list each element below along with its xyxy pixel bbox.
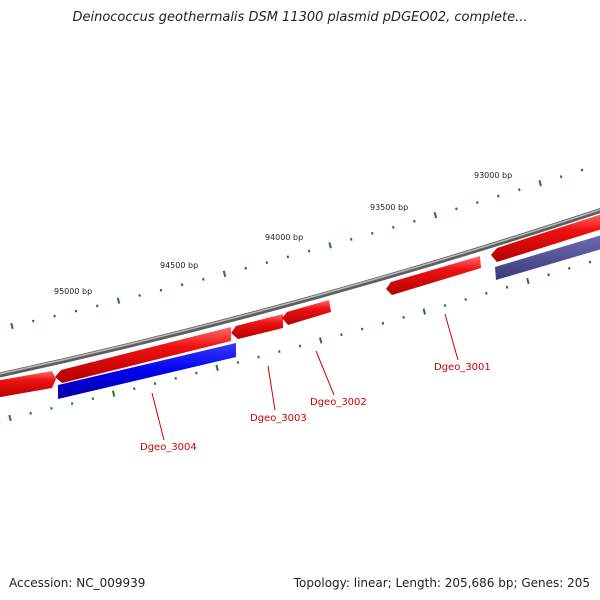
gene-label-dgeo-3001[interactable]: Dgeo_3001 [434,362,491,373]
backbone-line [0,208,600,378]
gene-label-dgeo-3002[interactable]: Dgeo_3002 [310,397,367,408]
outer-track-minor-tick [159,288,163,292]
gene-arrow-dgeo-3004[interactable] [58,343,236,399]
gene-arrow-dgeo-3001[interactable] [386,256,481,295]
gene-labels [151,313,459,441]
outer-track-minor-tick [497,194,500,198]
outer-track-minor-tick [95,304,99,308]
inner-track-major-tick [111,390,116,397]
inner-track-minor-tick [360,327,364,331]
outer-track-minor-tick [265,261,269,265]
outer-track-minor-tick [559,175,563,179]
outer-track-major-tick [328,242,332,249]
gene-arrow-left-edge[interactable] [0,371,56,398]
gene-arrow-dgeo-3002[interactable] [282,300,331,325]
inner-track-minor-tick [257,355,260,359]
inner-track-major-tick [215,364,219,371]
outer-track-minor-tick [518,188,521,192]
reverse-genes [58,234,600,399]
leader-dgeo-3003 [267,365,276,411]
inner-track-minor-tick [195,371,198,375]
outer-track-minor-tick [580,168,584,172]
gene-arrow-dgeo-3003[interactable] [231,314,283,339]
inner-tick-track [8,260,592,422]
inner-track-major-tick [8,414,12,422]
inner-track-minor-tick [485,291,488,295]
inner-track-minor-tick [402,315,405,319]
outer-track-major-tick [538,180,542,187]
inner-track-minor-tick [588,260,592,264]
inner-track-minor-tick [50,406,53,410]
outer-track-minor-tick [53,314,56,318]
outer-track-minor-tick [349,237,353,241]
outer-track-minor-tick [286,255,290,259]
outer-track-minor-tick [455,207,458,211]
gene-arrow-long[interactable] [55,327,231,383]
outer-track-major-tick [116,297,121,304]
inner-track-minor-tick [153,382,157,386]
inner-track-minor-tick [174,376,177,380]
outer-track-minor-tick [244,266,247,270]
gene-arrow-right-edge[interactable] [491,213,600,262]
outer-track-minor-tick [307,249,311,253]
inner-track-minor-tick [91,397,95,401]
inner-track-minor-tick [340,333,343,337]
accession-text: Accession: NC_009939 [9,576,146,590]
inner-track-minor-tick [443,304,447,308]
outer-track-minor-tick [138,293,141,297]
inner-track-minor-tick [70,402,74,406]
inner-track-minor-tick [505,285,509,289]
outer-track-major-tick [222,270,227,277]
outer-tick-track [10,168,584,330]
outer-track-minor-tick [180,283,184,287]
outer-track-minor-tick [476,201,479,205]
map-title: Deinococcus geothermalis DSM 11300 plasm… [72,10,528,25]
tick-label-95000: 95000 bp [54,287,92,296]
inner-track-minor-tick [298,344,302,348]
topology-summary: Topology: linear; Length: 205,686 bp; Ge… [293,576,590,590]
inner-track-minor-tick [133,387,136,391]
leader-dgeo-3004 [151,392,165,441]
inner-track-minor-tick [381,321,385,325]
inner-track-minor-tick [547,273,550,277]
inner-track-minor-tick [464,297,467,301]
inner-track-major-tick [422,308,426,315]
inner-track-major-tick [526,277,530,285]
gene-label-dgeo-3004[interactable]: Dgeo_3004 [140,442,197,453]
forward-genes [0,213,600,398]
outer-track-minor-tick [74,309,78,313]
leader-dgeo-3001 [444,313,459,361]
outer-track-minor-tick [413,219,416,223]
tick-label-93500: 93500 bp [370,203,408,212]
outer-track-minor-tick [202,277,205,281]
tick-label-93000: 93000 bp [474,171,512,180]
outer-track-minor-tick [32,319,35,323]
tick-label-94500: 94500 bp [160,261,198,270]
inner-track-minor-tick [29,411,32,415]
inner-track-minor-tick [568,266,571,270]
inner-track-minor-tick [278,350,281,354]
outer-track-minor-tick [392,225,395,229]
gene-label-dgeo-3003[interactable]: Dgeo_3003 [250,413,307,424]
gene-arrow-reverse-right[interactable] [495,234,600,280]
outer-track-major-tick [10,322,14,330]
inner-track-minor-tick [236,360,240,364]
inner-track-major-tick [319,337,323,344]
leader-dgeo-3002 [315,350,335,396]
outer-track-minor-tick [371,231,374,235]
tick-label-94000: 94000 bp [265,233,303,242]
outer-track-major-tick [433,211,438,219]
